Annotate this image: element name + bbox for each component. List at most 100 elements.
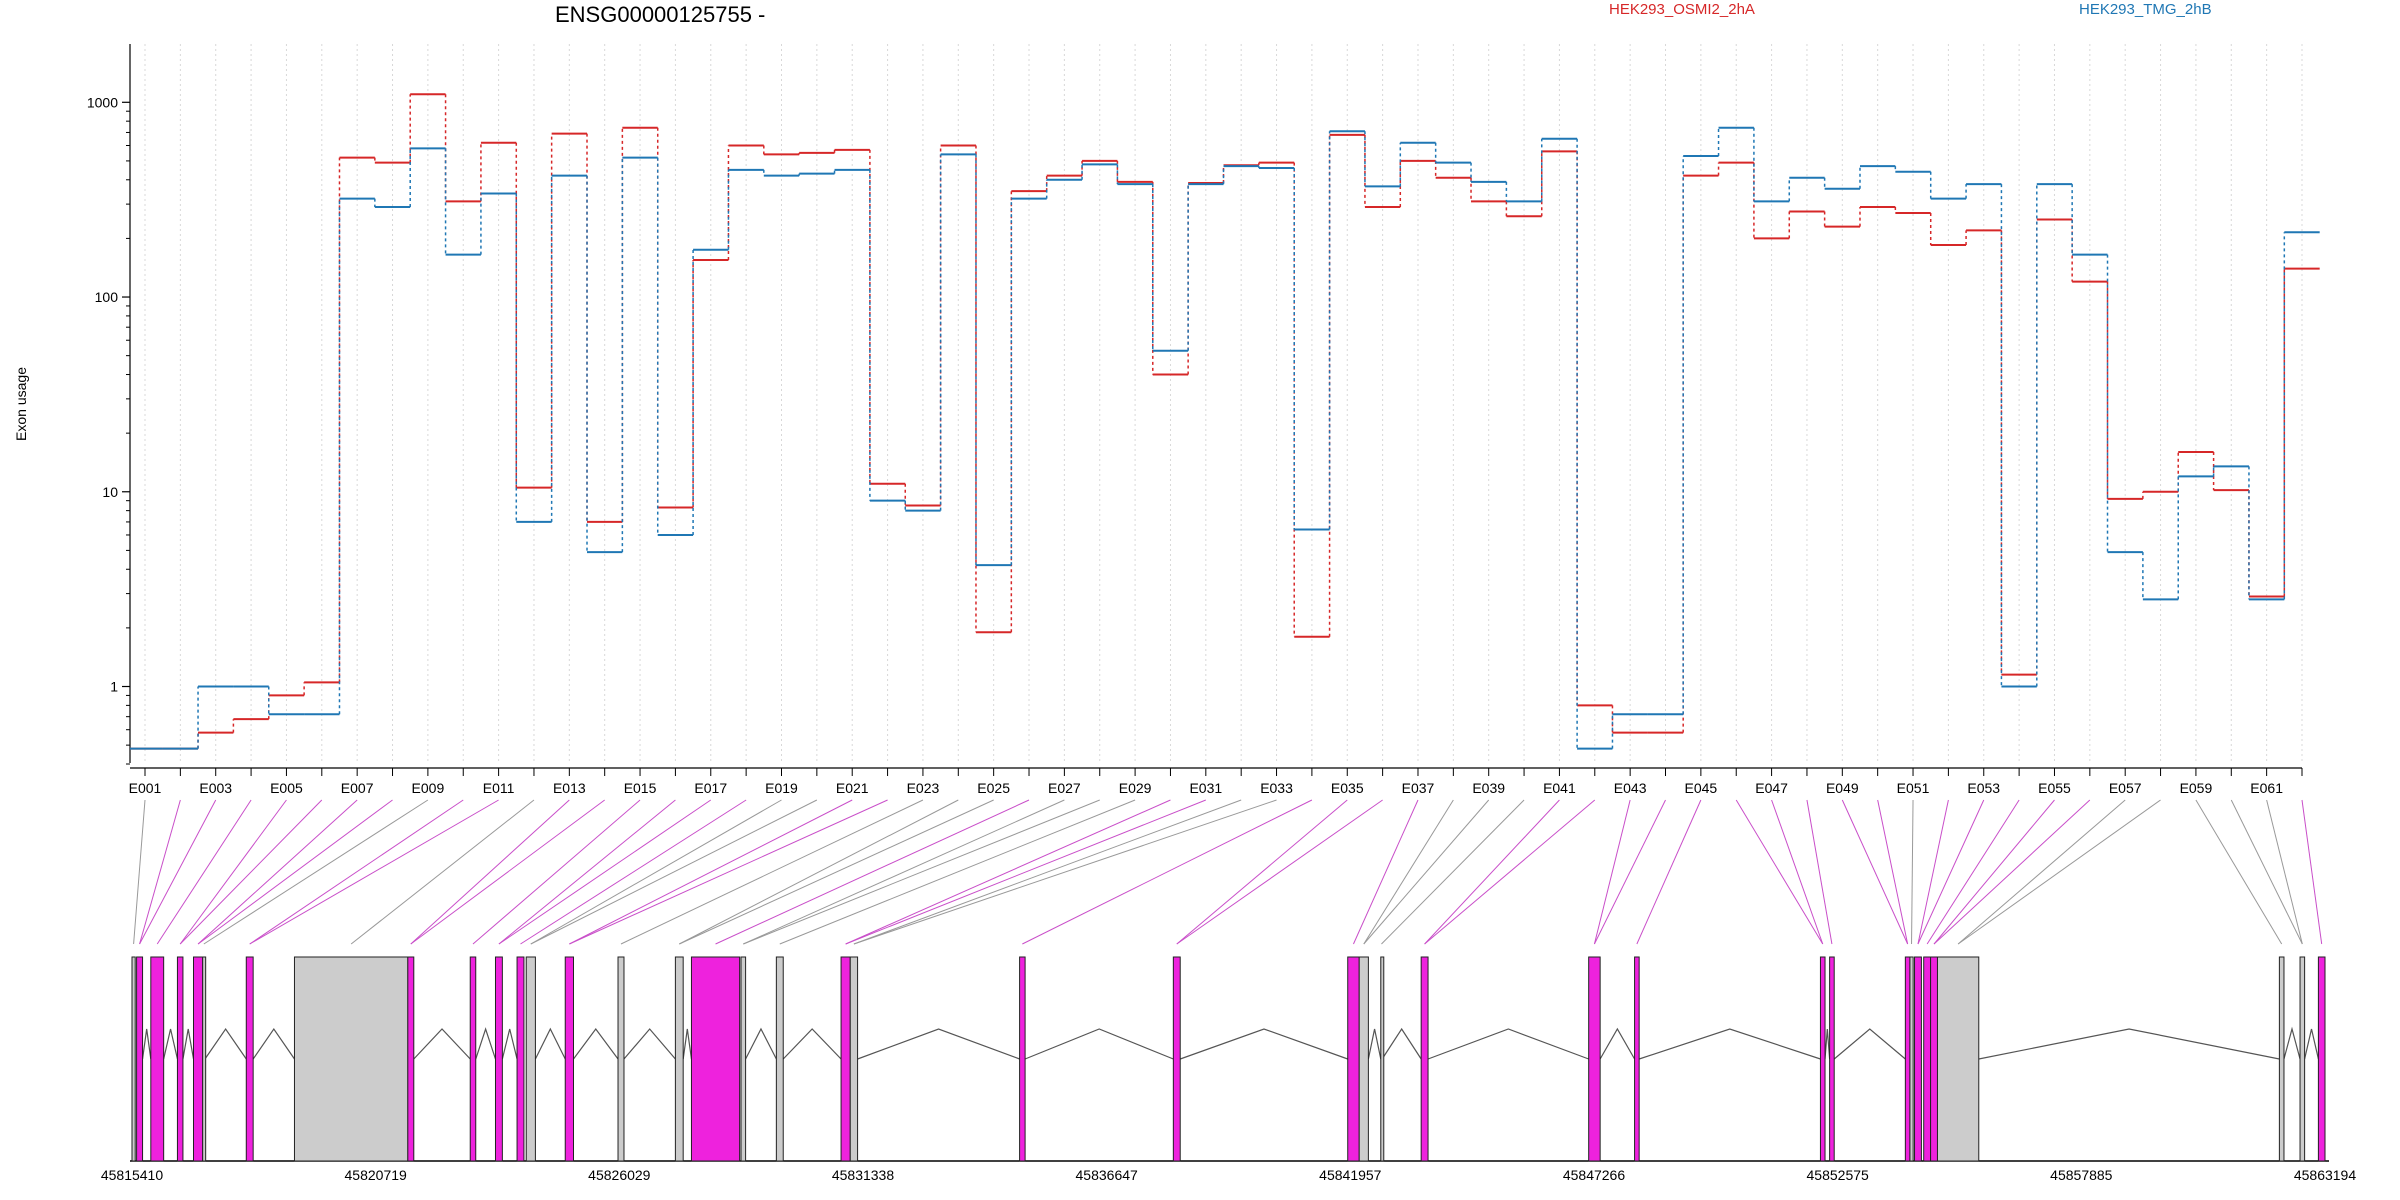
intron-line: [745, 1027, 777, 1060]
connector-line: [845, 799, 1207, 945]
series-HEK293_TMG_2hB: [130, 126, 2320, 750]
exon-block: [840, 956, 851, 1162]
intron-line: [163, 1028, 179, 1060]
connector-line: [845, 799, 1171, 945]
x-tick-label: E039: [1472, 780, 1505, 796]
x-tick-label: E023: [907, 780, 940, 796]
exon-block: [1819, 956, 1826, 1162]
gene-model: 45815410 45820719 45826029 45831338 45836647…: [101, 956, 2356, 1183]
connector-line: [1933, 799, 2055, 945]
connector-line: [1363, 799, 1490, 945]
x-tick-label: E013: [553, 780, 586, 796]
exon-block: [1904, 956, 1911, 1162]
connector-line: [1735, 799, 1824, 945]
exon-block: [131, 956, 136, 1162]
coordinate-label: 45826029: [588, 1167, 651, 1183]
intron-line: [534, 1027, 566, 1060]
connector-line: [1926, 799, 2020, 945]
connector-line: [498, 799, 676, 945]
exon-block: [245, 956, 254, 1162]
intron-line: [1599, 1027, 1636, 1060]
series-HEK293_OSMI2_2hA: [130, 93, 2320, 750]
intron-line: [413, 1028, 471, 1060]
intron-line: [501, 1028, 518, 1060]
intron-line: [1367, 1028, 1382, 1060]
exon-block: [1829, 956, 1835, 1162]
connector-line: [1176, 799, 1348, 945]
connector-line: [2266, 799, 2303, 945]
coordinate-label: 45820719: [345, 1167, 408, 1183]
exon-block: [1936, 956, 1980, 1162]
chart-title: ENSG00000125755 -: [555, 2, 765, 27]
exon-block: [674, 956, 684, 1162]
intron-line: [141, 1028, 152, 1060]
intron-line: [252, 1027, 295, 1060]
intron-line: [475, 1027, 497, 1060]
intron-line: [2304, 1028, 2319, 1060]
axes: 1 10 100 1000 E001 E003 E005 E007 E009 E011 E013 E0…: [87, 44, 2303, 796]
connector-line: [1593, 799, 1631, 945]
connector-line: [410, 799, 605, 945]
x-tick-label: E011: [483, 780, 515, 796]
intron-line: [682, 1028, 693, 1060]
connector-line: [472, 799, 641, 945]
connector-line: [1877, 799, 1909, 945]
connector-line: [1381, 799, 1525, 945]
exon-block: [1420, 956, 1429, 1162]
x-tick-label: E043: [1614, 780, 1647, 796]
x-tick-label: E003: [199, 780, 232, 796]
coordinate-label: 45841957: [1319, 1167, 1382, 1183]
x-tick-label: E031: [1189, 780, 1222, 796]
exon-block: [1172, 956, 1181, 1162]
connector-line: [1933, 799, 2091, 945]
connector-line: [1636, 799, 1702, 945]
connector-line: [679, 799, 994, 945]
connector-line: [1806, 799, 1833, 945]
connector-line: [139, 799, 217, 945]
intron-line: [782, 1028, 842, 1060]
connector-line: [1841, 799, 1909, 945]
exon-block: [1358, 956, 1369, 1162]
x-tick-label: E037: [1402, 780, 1435, 796]
exon-block: [136, 956, 144, 1162]
intron-line: [857, 1028, 1020, 1060]
connector-line: [1957, 799, 2126, 945]
intron-line: [1180, 1028, 1348, 1060]
intron-line: [1427, 1028, 1589, 1060]
x-tick-label: E033: [1260, 780, 1293, 796]
coordinate-label: 45847266: [1563, 1167, 1626, 1183]
connector-line: [569, 799, 853, 945]
intron-line: [573, 1027, 619, 1060]
connector-line: [1424, 799, 1560, 945]
connector-line: [1593, 799, 1666, 945]
connector-line: [530, 799, 782, 945]
intron-line: [1024, 1028, 1174, 1060]
y-tick-label: 1000: [87, 94, 118, 110]
connector-line: [197, 799, 393, 945]
connector-line: [350, 799, 535, 945]
connector-line: [1176, 799, 1383, 945]
exon-block: [1347, 956, 1360, 1162]
connector-line: [2230, 799, 2303, 945]
connector-line: [743, 799, 1065, 945]
connector-line: [743, 799, 1100, 945]
exon-block: [202, 956, 207, 1162]
x-tick-label: E021: [836, 780, 869, 796]
exon-block: [1019, 956, 1026, 1162]
x-tick-label: E041: [1543, 780, 1576, 796]
x-tick-label: E059: [2180, 780, 2213, 796]
exon-block: [1588, 956, 1601, 1162]
connector-line: [179, 799, 287, 945]
x-tick-label: E055: [2038, 780, 2071, 796]
exon-block: [407, 956, 415, 1162]
connector-line: [1957, 799, 2161, 945]
connector-line: [530, 799, 818, 945]
exon-block: [176, 956, 184, 1162]
intron-line: [2283, 1026, 2301, 1060]
x-tick-label: E009: [412, 780, 445, 796]
connector-line: [1917, 799, 1985, 945]
x-tick-label: E053: [1967, 780, 2000, 796]
coordinate-label: 45852575: [1807, 1167, 1870, 1183]
y-tick-label: 1: [110, 679, 118, 695]
coordinate-label: 45831338: [832, 1167, 895, 1183]
